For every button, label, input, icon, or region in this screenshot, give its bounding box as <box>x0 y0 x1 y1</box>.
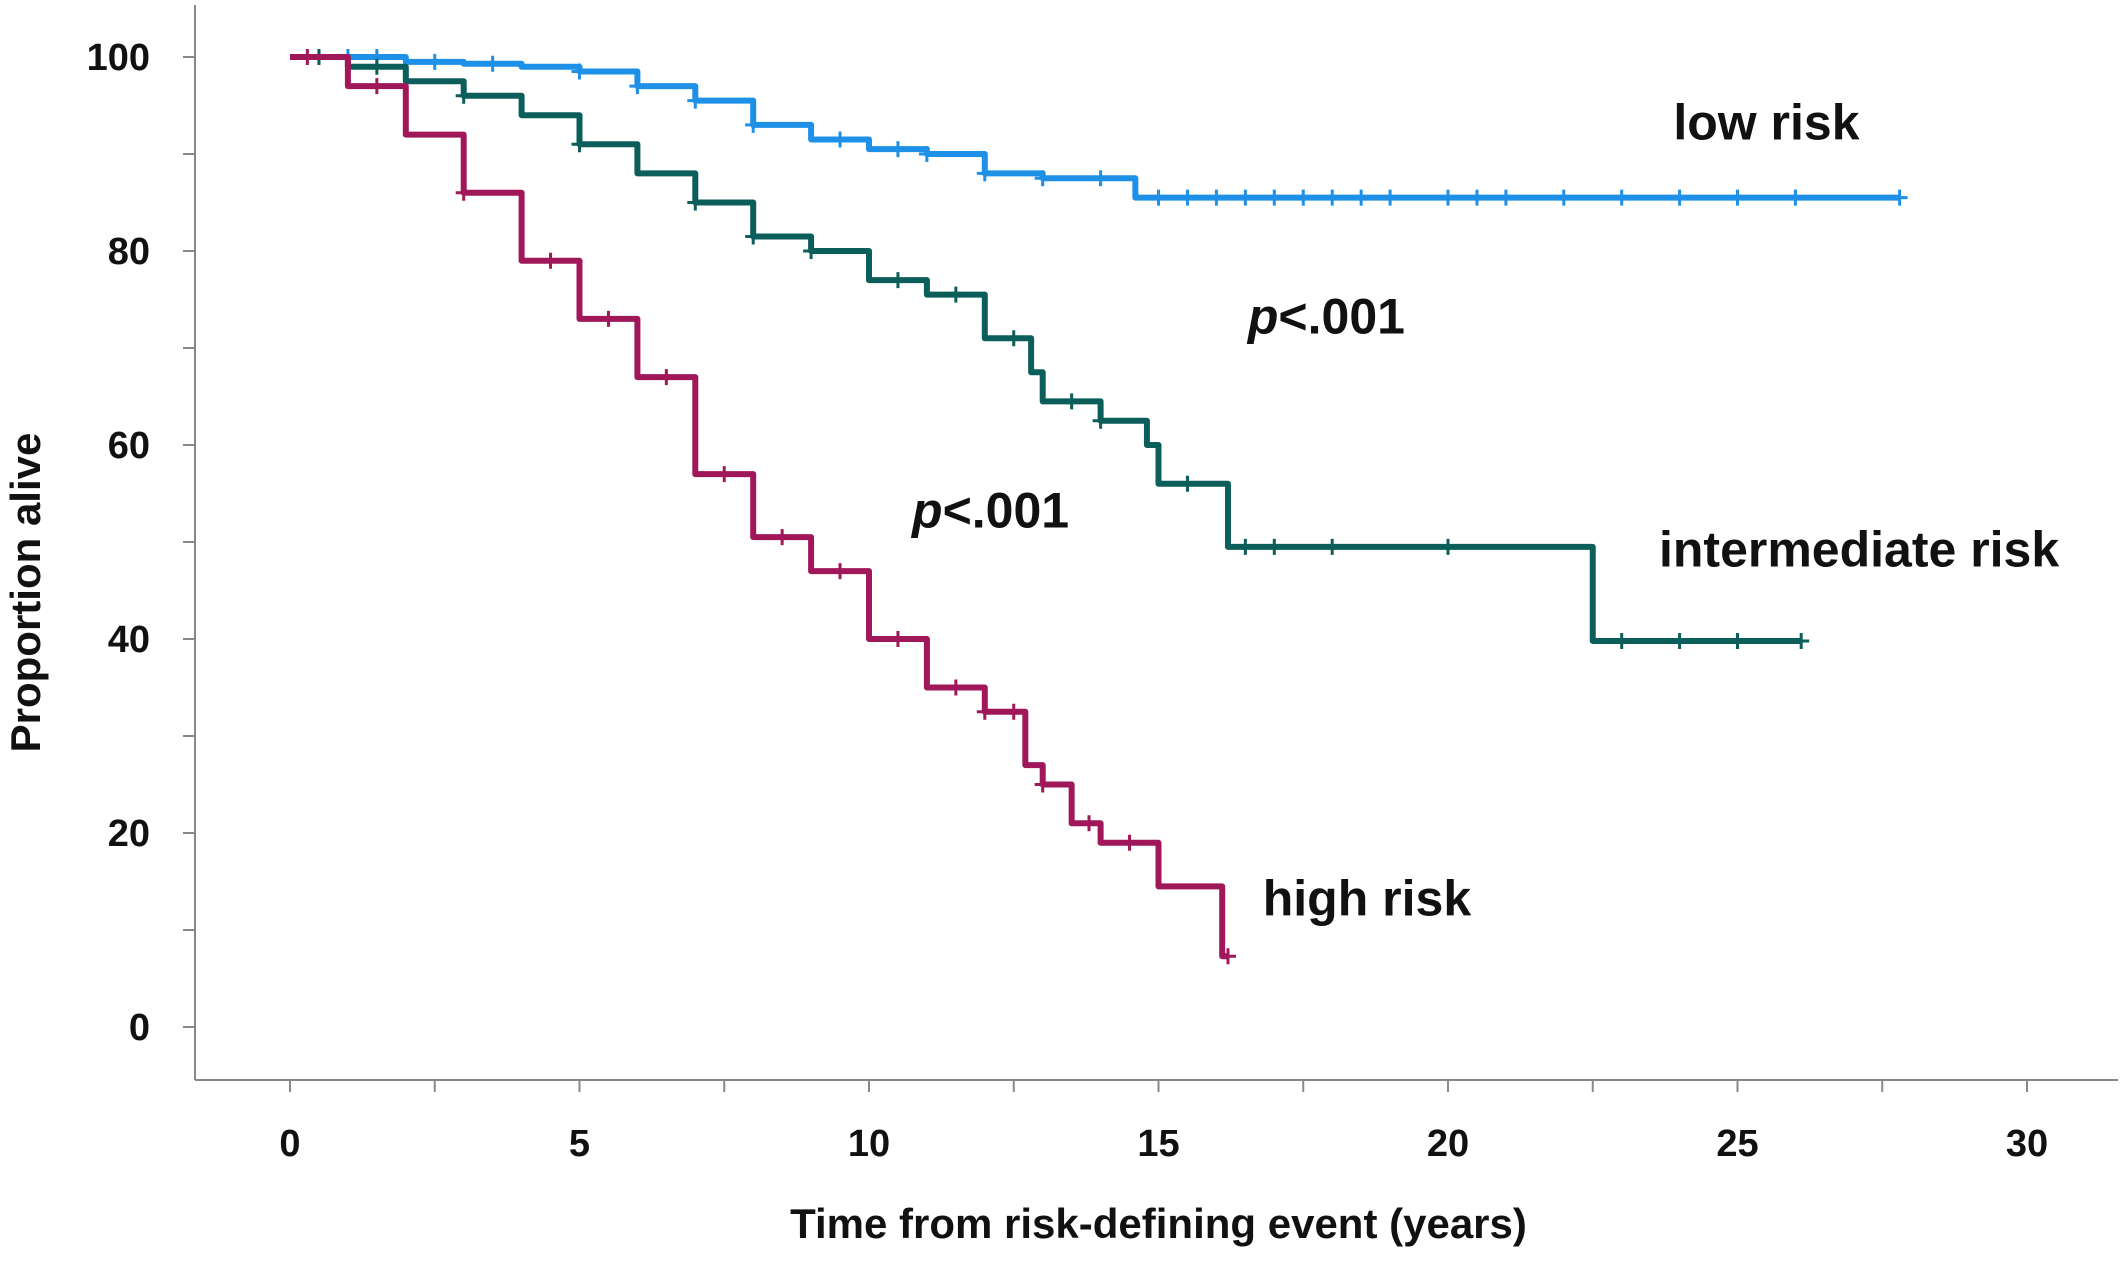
low-risk-censor-mark <box>1034 170 1051 187</box>
low-risk-censor-mark <box>1787 189 1804 206</box>
intermediate-risk-censor-mark <box>803 243 820 259</box>
intermediate-risk-censor-mark <box>1063 393 1080 410</box>
y-tick-label: 40 <box>108 619 150 661</box>
low-risk-censor-mark <box>1671 189 1688 206</box>
low-risk-censor-mark <box>1382 189 1399 206</box>
p-value: <.001 <box>943 482 1070 538</box>
intermediate-risk-censor-mark <box>1324 538 1341 555</box>
low-risk-censor-mark <box>426 53 443 70</box>
high-risk-censor-mark <box>455 184 472 201</box>
y-tick-label: 60 <box>108 425 150 467</box>
low-risk-censor-mark <box>687 92 704 109</box>
p-symbol: p <box>910 482 943 538</box>
low-risk-censor-mark <box>1613 189 1630 206</box>
low-risk-label: low risk <box>1673 94 1859 150</box>
high-risk-censor-mark <box>976 703 993 720</box>
low-risk-censor-mark <box>629 78 646 95</box>
high-risk-censor-mark <box>658 369 675 386</box>
high-risk-censor-mark <box>600 310 617 327</box>
high-risk-censor-mark <box>542 252 559 269</box>
high-risk-censor-mark <box>774 529 791 546</box>
intermediate-risk-censor-mark <box>745 228 762 245</box>
low-risk-censor-mark <box>571 63 588 80</box>
intermediate-risk-curve <box>290 54 1802 644</box>
intermediate-risk-censor-mark <box>1005 330 1022 347</box>
p-value-label: p<.001 <box>1246 288 1405 344</box>
x-axis-title: Time from risk-defining event (years) <box>790 1200 1527 1247</box>
low-risk-censor-mark <box>1468 189 1485 206</box>
x-tick-label: 0 <box>279 1123 300 1165</box>
intermediate-risk-censor-mark <box>455 87 472 104</box>
low-risk-censor-mark <box>918 146 935 162</box>
intermediate-risk-censor-mark <box>1179 475 1196 492</box>
high-risk-censor-mark <box>1121 834 1138 851</box>
low-risk-censor-mark <box>1729 189 1746 206</box>
series-lines <box>290 49 1908 965</box>
axes: 0 20 40 60 80 100 0 5 10 15 20 25 30 Time from risk-d… <box>2 5 2118 1247</box>
high-risk-censor-mark <box>1081 815 1098 832</box>
x-tick-label: 20 <box>1427 1123 1469 1165</box>
x-tick-label: 10 <box>848 1123 890 1165</box>
y-tick-label: 20 <box>108 813 150 855</box>
high-risk-censor-mark <box>716 466 733 483</box>
low-risk-censor-mark <box>484 55 501 72</box>
intermediate-risk-censor-mark <box>1613 632 1630 649</box>
x-tick-label: 15 <box>1137 1123 1179 1165</box>
low-risk-censor-mark <box>1150 189 1167 206</box>
low-risk-censor-mark <box>1324 189 1341 206</box>
low-risk-censor-mark <box>1555 189 1572 206</box>
high-risk-label: high risk <box>1263 870 1472 926</box>
low-risk-censor-mark <box>1208 189 1225 206</box>
intermediate-risk-censor-mark <box>1440 538 1456 555</box>
high-risk-censor-mark <box>889 631 906 647</box>
intermediate-risk-censor-mark <box>1092 412 1109 429</box>
low-risk-censor-mark <box>1353 189 1370 206</box>
high-risk-censor-mark <box>832 563 849 580</box>
low-risk-censor-mark <box>1266 189 1283 206</box>
intermediate-risk-censor-mark <box>571 136 588 153</box>
intermediate-risk-censor-mark <box>687 194 704 211</box>
y-tick-label: 80 <box>108 231 150 273</box>
intermediate-risk-censor-mark <box>1793 632 1810 649</box>
low-risk-censor-mark <box>1179 189 1196 206</box>
low-risk-censor-mark <box>1440 189 1456 206</box>
low-risk-curve <box>290 54 1900 201</box>
low-risk-censor-mark <box>745 116 762 133</box>
intermediate-risk-censor-mark <box>1266 538 1283 555</box>
y-tick-label: 100 <box>87 37 150 79</box>
p-value: <.001 <box>1278 288 1405 344</box>
high-risk-censor-mark <box>368 78 385 95</box>
high-risk-censor-mark <box>1034 776 1051 793</box>
low-risk-censor-mark <box>1237 189 1254 206</box>
x-tick-label: 5 <box>569 1123 590 1165</box>
low-risk-censor-mark <box>976 165 993 182</box>
low-risk-censor-mark <box>1295 189 1312 206</box>
high-risk-censor-mark <box>1005 703 1022 720</box>
p-value-label: p<.001 <box>910 482 1069 538</box>
low-risk-censor-mark <box>889 141 906 158</box>
high-risk-censor-mark <box>1219 948 1236 965</box>
intermediate-risk-censor-mark <box>889 272 906 289</box>
high-risk-curve <box>290 54 1228 960</box>
intermediate-risk-label: intermediate risk <box>1659 521 2059 577</box>
intermediate-risk-censor-mark <box>1729 632 1746 649</box>
high-risk-censor-mark <box>299 49 316 65</box>
low-risk-censor-mark <box>832 131 849 148</box>
y-axis-title: Proportion alive <box>2 433 49 753</box>
p-symbol: p <box>1246 288 1279 344</box>
low-risk-censor-mark <box>1891 189 1908 206</box>
low-risk-censor-mark <box>1497 189 1514 206</box>
intermediate-risk-censor-mark <box>947 286 964 303</box>
intermediate-risk-censor-mark <box>1237 538 1254 555</box>
intermediate-risk-censor-mark <box>1671 632 1688 649</box>
y-tick-label: 0 <box>129 1007 150 1049</box>
x-tick-label: 30 <box>2006 1123 2048 1165</box>
high-risk-censor-mark <box>947 679 964 696</box>
intermediate-risk-censor-mark <box>368 58 385 75</box>
low-risk-censor-mark <box>1092 170 1109 187</box>
x-tick-label: 25 <box>1716 1123 1758 1165</box>
